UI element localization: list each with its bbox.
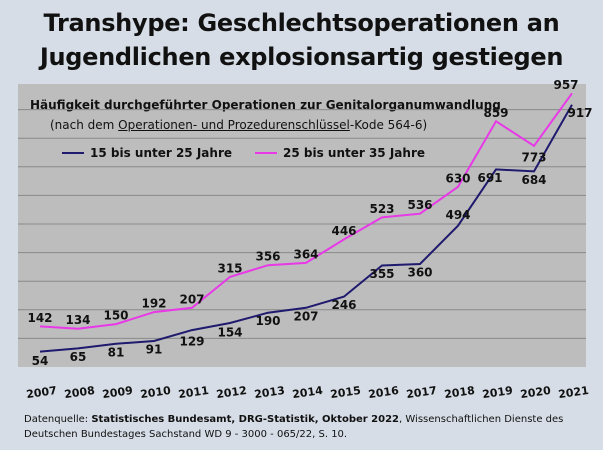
series-line-1 [39, 104, 573, 353]
data-label-series-1: 360 [407, 266, 432, 280]
data-label-series-2: 859 [483, 106, 508, 120]
legend-item-series-1: 15 bis unter 25 Jahre [62, 146, 232, 160]
chart-subtitle-prefix: (nach dem [50, 118, 119, 132]
x-tick-label: 2007 [25, 384, 57, 401]
data-label-series-1: 54 [32, 354, 49, 368]
chart-subtitle-suffix: -Kode 564-6) [349, 118, 428, 132]
data-label-series-1: 81 [108, 345, 125, 359]
title-line-1: Transhype: Geschlechtsoperationen an [43, 9, 560, 37]
data-label-series-2: 134 [65, 313, 90, 327]
footer-prefix: Datenquelle: [24, 414, 92, 425]
data-label-series-2: 142 [27, 311, 52, 325]
x-tick-label: 2009 [101, 384, 133, 401]
chart-subtitle: (nach dem Operationen- und Prozedurensch… [50, 118, 427, 132]
data-label-series-1: 494 [445, 208, 470, 222]
data-label-series-2: 957 [553, 78, 578, 92]
data-label-series-1: 91 [146, 342, 163, 356]
data-label-series-1: 684 [521, 173, 546, 187]
x-tick-label: 2015 [329, 384, 361, 401]
footer-source-bold: Statistisches Bundesamt, DRG-Statistik, … [91, 414, 400, 425]
x-tick-label: 2008 [63, 384, 95, 401]
x-tick-label: 2011 [177, 384, 209, 401]
chart-title: Häufigkeit durchgeführter Operationen zu… [30, 98, 501, 112]
legend-swatch-series-1 [62, 152, 84, 154]
data-label-series-1: 154 [217, 325, 242, 339]
x-tick-label: 2012 [215, 384, 247, 401]
data-label-series-2: 523 [369, 202, 394, 216]
data-label-series-2: 315 [217, 261, 242, 275]
data-label-series-2: 630 [445, 171, 470, 185]
data-label-series-1: 190 [255, 314, 280, 328]
x-tick-label: 2013 [253, 384, 285, 401]
x-tick-label: 2014 [291, 384, 323, 401]
title-line-2: Jugendlichen explosionsartig gestiegen [39, 43, 564, 71]
data-label-series-2: 150 [103, 309, 128, 323]
data-label-series-1: 65 [70, 350, 87, 364]
page-title: Transhype: Geschlechtsoperationen an Jug… [0, 6, 603, 74]
data-label-series-2: 364 [293, 247, 318, 261]
data-label-series-1: 355 [369, 267, 394, 281]
x-tick-label: 2018 [443, 384, 475, 401]
x-tick-label: 2010 [139, 384, 171, 401]
data-label-series-1: 246 [331, 298, 356, 312]
x-tick-label: 2020 [519, 384, 551, 401]
data-label-series-2: 446 [331, 224, 356, 238]
series-line-2 [39, 92, 573, 330]
x-tick-label: 2019 [481, 384, 513, 401]
data-label-series-2: 773 [521, 150, 546, 164]
x-tick-label: 2016 [367, 384, 399, 401]
data-label-series-2: 192 [141, 297, 166, 311]
data-label-series-2: 207 [179, 292, 204, 306]
data-label-series-1: 917 [567, 106, 592, 120]
data-label-series-2: 356 [255, 250, 280, 264]
legend-item-series-2: 25 bis unter 35 Jahre [255, 146, 425, 160]
x-tick-label: 2021 [557, 384, 589, 401]
chart-subtitle-underlined: Operationen- und Prozedurenschlüssel [118, 118, 350, 132]
x-tick-label: 2017 [405, 384, 437, 401]
data-label-series-1: 691 [477, 171, 502, 185]
data-label-series-2: 536 [407, 198, 432, 212]
data-label-series-1: 129 [179, 335, 204, 349]
legend-label-series-1: 15 bis unter 25 Jahre [90, 146, 232, 160]
footer-source-rest: , Wissenschaftlichen Dienste des Deutsch… [24, 414, 564, 440]
legend-label-series-2: 25 bis unter 35 Jahre [283, 146, 425, 160]
legend-swatch-series-2 [255, 152, 277, 154]
data-label-series-1: 207 [293, 309, 318, 323]
source-footnote: Datenquelle: Statistisches Bundesamt, DR… [24, 412, 584, 442]
